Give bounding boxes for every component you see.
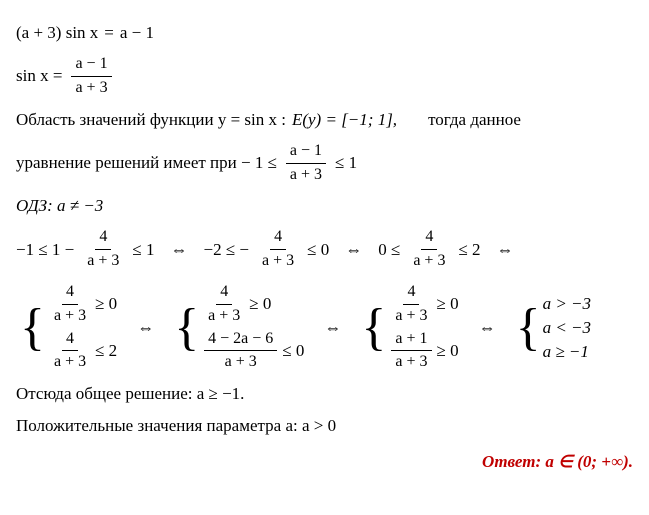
c1-s2a: −2 ≤ − [203, 239, 249, 261]
eq1-eq: = [104, 22, 114, 44]
answer-label: Ответ: [482, 452, 545, 471]
cond-p2: ≤ 1 [335, 152, 357, 174]
system-1: { 4a + 3 ≥ 0 4a + 3 ≤ 2 [20, 282, 117, 373]
system-2: { 4a + 3 ≥ 0 4 − 2a − 6a + 3 ≤ 0 [174, 282, 304, 373]
frac-num: a − 1 [71, 54, 111, 77]
c1-f3: 4 a + 3 [409, 227, 449, 272]
concl1: Отсюда общее решение: a ≥ −1. [16, 383, 244, 405]
c1-s3a: 0 ≤ [378, 239, 400, 261]
range-p2: E(y) = [−1; 1], [292, 109, 397, 131]
answer-line: Ответ: a ∈ (0; +∞). [16, 451, 633, 473]
iff-icon: ⇔ [170, 239, 187, 261]
range-p1: Область значений функции y = sin x : [16, 109, 286, 131]
iff-icon: ⇔ [324, 317, 341, 339]
cond-p1: уравнение решений имеет при − 1 ≤ [16, 152, 277, 174]
system-4: { a > −3 a < −3 a ≥ −1 [516, 293, 591, 363]
cond-frac: a − 1 a + 3 [286, 141, 326, 186]
iff-icon: ⇔ [345, 239, 362, 261]
equation-2: sin x = a − 1 a + 3 [16, 54, 633, 99]
iff-icon: ⇔ [497, 239, 514, 261]
system-3: { 4a + 3 ≥ 0 a + 1a + 3 ≥ 0 [361, 282, 458, 373]
odz: ОДЗ: a ≠ −3 [16, 195, 103, 217]
frac-num: a − 1 [286, 141, 326, 164]
brace-icon: { [361, 307, 386, 349]
c1-s1a: −1 ≤ 1 − [16, 239, 74, 261]
c1-s2b: ≤ 0 [307, 239, 329, 261]
answer-value: a ∈ (0; +∞). [545, 452, 633, 471]
c1-f2: 4 a + 3 [258, 227, 298, 272]
chain-1: −1 ≤ 1 − 4 a + 3 ≤ 1 ⇔ −2 ≤ − 4 a + 3 ≤ … [16, 227, 633, 272]
eq2-lhs: sin x = [16, 65, 62, 87]
eq2-frac: a − 1 a + 3 [71, 54, 111, 99]
brace-icon: { [20, 307, 45, 349]
brace-icon: { [516, 307, 541, 349]
odz-text: ОДЗ: a ≠ −3 [16, 195, 633, 217]
frac-den: a + 3 [286, 164, 326, 186]
range-p3: тогда данное [428, 109, 521, 131]
c1-s3b: ≤ 2 [458, 239, 480, 261]
condition-text: уравнение решений имеет при − 1 ≤ a − 1 … [16, 141, 633, 186]
conclusion-1: Отсюда общее решение: a ≥ −1. [16, 383, 633, 405]
brace-icon: { [174, 307, 199, 349]
conclusion-2: Положительные значения параметра a: a > … [16, 415, 633, 437]
equation-1: (a + 3) sin x = a − 1 [16, 22, 633, 44]
frac-den: a + 3 [71, 77, 111, 99]
eq1-lhs: (a + 3) sin x [16, 22, 98, 44]
c1-s1b: ≤ 1 [132, 239, 154, 261]
c1-f1: 4 a + 3 [83, 227, 123, 272]
iff-icon: ⇔ [137, 317, 154, 339]
iff-icon: ⇔ [479, 317, 496, 339]
eq1-rhs: a − 1 [120, 22, 154, 44]
systems-row: { 4a + 3 ≥ 0 4a + 3 ≤ 2 ⇔ { 4a + 3 ≥ 0 4… [16, 282, 633, 373]
range-text: Область значений функции y = sin x : E(y… [16, 109, 633, 131]
concl2: Положительные значения параметра a: a > … [16, 415, 336, 437]
